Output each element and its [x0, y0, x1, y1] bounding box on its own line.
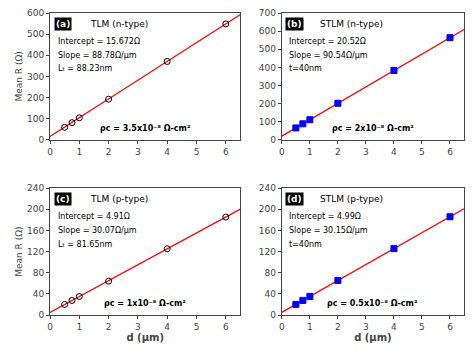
svg-text:5: 5 [194, 322, 200, 332]
svg-text:200: 200 [259, 204, 276, 214]
svg-text:5: 5 [419, 322, 425, 332]
svg-text:0: 0 [279, 322, 285, 332]
svg-text:(d): (d) [287, 194, 302, 204]
svg-text:1: 1 [307, 147, 313, 157]
svg-text:40: 40 [33, 289, 45, 299]
svg-text:Intercept = 4.91Ω: Intercept = 4.91Ω [58, 212, 130, 221]
svg-text:6: 6 [223, 147, 229, 157]
svg-text:Intercept = 20.52Ω: Intercept = 20.52Ω [289, 37, 366, 46]
svg-text:1: 1 [307, 322, 313, 332]
svg-text:0: 0 [38, 310, 44, 320]
svg-text:4: 4 [391, 147, 397, 157]
svg-text:3: 3 [363, 322, 369, 332]
svg-text:ρᴄ = 3.5x10⁻⁸ Ω-cm²: ρᴄ = 3.5x10⁻⁸ Ω-cm² [100, 124, 191, 133]
svg-text:t=40nm: t=40nm [289, 64, 322, 73]
svg-text:100: 100 [27, 114, 44, 124]
svg-text:0: 0 [47, 322, 53, 332]
svg-text:(b): (b) [287, 19, 302, 29]
svg-text:600: 600 [27, 8, 44, 18]
svg-text:4: 4 [164, 147, 170, 157]
svg-text:0: 0 [38, 135, 44, 145]
svg-text:TLM (p-type): TLM (p-type) [90, 194, 148, 204]
svg-text:0: 0 [270, 135, 276, 145]
svg-text:160: 160 [259, 226, 276, 236]
svg-text:40: 40 [265, 289, 277, 299]
svg-text:6: 6 [447, 147, 453, 157]
svg-text:300: 300 [27, 72, 44, 82]
svg-text:6: 6 [223, 322, 229, 332]
svg-text:Slope = 90.54Ω/μm: Slope = 90.54Ω/μm [289, 51, 368, 60]
svg-text:Mean R (Ω): Mean R (Ω) [14, 226, 24, 276]
svg-text:120: 120 [259, 247, 276, 257]
svg-text:Lₜ = 81.65nm: Lₜ = 81.65nm [58, 240, 113, 249]
svg-text:80: 80 [265, 268, 277, 278]
svg-text:2: 2 [335, 322, 341, 332]
svg-text:1: 1 [76, 147, 82, 157]
svg-text:3: 3 [363, 147, 369, 157]
svg-text:Intercept = 4.99Ω: Intercept = 4.99Ω [289, 212, 361, 221]
svg-text:500: 500 [27, 29, 44, 39]
svg-text:5: 5 [419, 147, 425, 157]
svg-text:TLM (n-type): TLM (n-type) [90, 19, 148, 29]
svg-text:ρᴄ = 0.5x10⁻⁸ Ω-cm²: ρᴄ = 0.5x10⁻⁸ Ω-cm² [327, 299, 418, 308]
svg-text:0: 0 [47, 147, 53, 157]
svg-text:Lₜ = 88.23nm: Lₜ = 88.23nm [58, 64, 113, 73]
svg-text:4: 4 [391, 322, 397, 332]
svg-text:STLM (n-type): STLM (n-type) [320, 19, 383, 29]
svg-text:240: 240 [27, 183, 44, 193]
svg-text:t=40nm: t=40nm [289, 240, 322, 249]
svg-text:3: 3 [135, 322, 141, 332]
svg-text:0: 0 [279, 147, 285, 157]
svg-text:(a): (a) [56, 19, 70, 29]
svg-text:ρᴄ = 2x10⁻⁸ Ω-cm²: ρᴄ = 2x10⁻⁸ Ω-cm² [332, 124, 414, 133]
svg-text:80: 80 [33, 268, 45, 278]
svg-text:4: 4 [164, 322, 170, 332]
svg-text:(c): (c) [56, 194, 70, 204]
svg-text:120: 120 [27, 247, 44, 257]
svg-text:2: 2 [106, 147, 112, 157]
svg-text:3: 3 [135, 147, 141, 157]
svg-text:2: 2 [335, 147, 341, 157]
svg-text:500: 500 [259, 44, 276, 54]
svg-text:5: 5 [194, 147, 200, 157]
svg-text:200: 200 [27, 204, 44, 214]
svg-text:0: 0 [270, 310, 276, 320]
svg-text:Intercept = 15.672Ω: Intercept = 15.672Ω [58, 37, 140, 46]
svg-text:300: 300 [259, 81, 276, 91]
svg-text:400: 400 [259, 63, 276, 73]
svg-text:6: 6 [447, 322, 453, 332]
svg-text:200: 200 [27, 93, 44, 103]
svg-text:d (μm): d (μm) [354, 332, 392, 343]
svg-text:Slope = 88.78Ω/μm: Slope = 88.78Ω/μm [58, 51, 137, 60]
svg-text:ρᴄ = 1x10⁻⁸ Ω-cm²: ρᴄ = 1x10⁻⁸ Ω-cm² [104, 299, 186, 308]
svg-text:Slope = 30.07Ω/μm: Slope = 30.07Ω/μm [58, 226, 137, 235]
svg-text:100: 100 [259, 117, 276, 127]
svg-text:d (μm): d (μm) [126, 332, 164, 343]
svg-text:Mean R (Ω): Mean R (Ω) [14, 51, 24, 101]
svg-text:STLM (p-type): STLM (p-type) [320, 194, 383, 204]
svg-text:1: 1 [76, 322, 82, 332]
svg-text:200: 200 [259, 99, 276, 109]
svg-text:160: 160 [27, 226, 44, 236]
svg-text:240: 240 [259, 183, 276, 193]
svg-text:2: 2 [106, 322, 112, 332]
svg-text:600: 600 [259, 26, 276, 36]
svg-text:700: 700 [259, 8, 276, 18]
svg-text:400: 400 [27, 50, 44, 60]
svg-text:Slope = 30.15Ω/μm: Slope = 30.15Ω/μm [289, 226, 368, 235]
